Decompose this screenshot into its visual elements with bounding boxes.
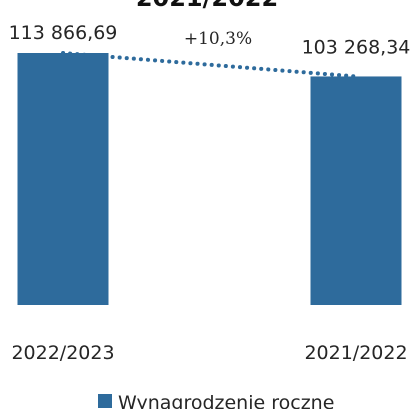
legend-label: Wynagrodzenie roczne (118, 392, 334, 409)
chart-title: 2021/2022 (136, 0, 278, 12)
data-label-2021-2022: 103 268,34 (302, 36, 411, 58)
bar-2022-2023 (17, 53, 109, 305)
legend: Wynagrodzenie roczne (98, 392, 334, 409)
category-label-2022-2023: 2022/2023 (11, 342, 114, 364)
category-label-2021-2022: 2021/2022 (304, 342, 407, 364)
legend-swatch (98, 394, 112, 408)
data-label-2022-2023: 113 866,69 (9, 22, 118, 44)
bar-2021-2022 (310, 76, 402, 306)
bars-group (17, 53, 402, 306)
trend-line (61, 51, 358, 79)
change-label: +10,3% (184, 29, 252, 49)
